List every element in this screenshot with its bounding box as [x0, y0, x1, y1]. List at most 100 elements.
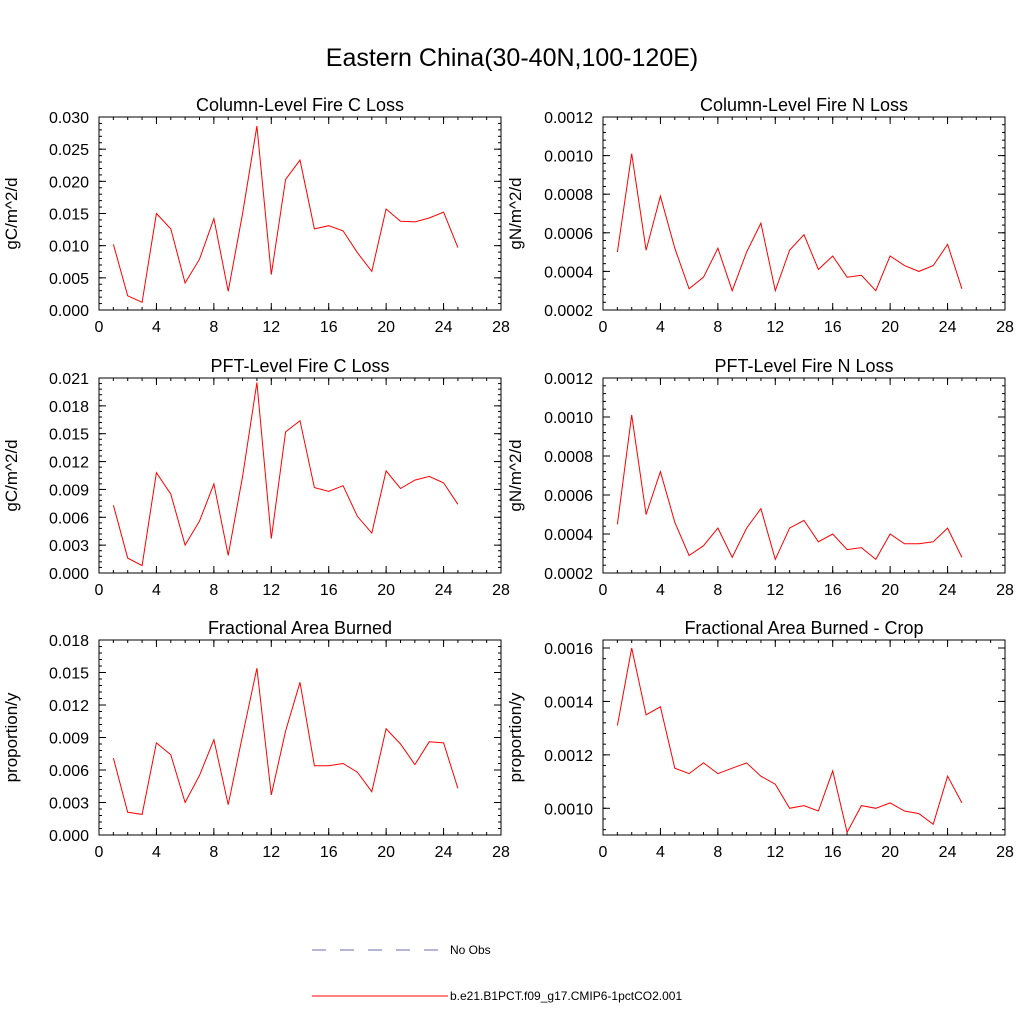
panel-title: Fractional Area Burned - Crop — [684, 618, 923, 638]
y-tick-label: 0.000 — [49, 303, 89, 320]
y-tick-label: 0.0002 — [544, 566, 593, 583]
y-tick-label: 0.018 — [49, 399, 89, 416]
plot-frame — [98, 377, 502, 574]
x-tick-label: 12 — [766, 319, 784, 336]
y-axis-label: gC/m^2/d — [2, 439, 21, 511]
x-tick-label: 12 — [262, 582, 280, 599]
x-tick-label: 4 — [152, 844, 161, 861]
x-tick-label: 16 — [320, 319, 338, 336]
x-tick-label: 20 — [377, 844, 395, 861]
y-tick-label: 0.005 — [49, 271, 89, 288]
x-tick-label: 20 — [881, 319, 899, 336]
x-tick-label: 28 — [996, 844, 1014, 861]
x-tick-label: 24 — [435, 319, 453, 336]
panels: Column-Level Fire C Loss 0 4 8 12 16 20 24 28 0.0… — [2, 95, 1014, 861]
x-tick-label: 0 — [599, 319, 608, 336]
panel-title: Column-Level Fire N Loss — [700, 95, 908, 115]
x-tick-label: 8 — [713, 319, 722, 336]
x-tick-label: 24 — [939, 844, 957, 861]
series-line-1 — [112, 382, 459, 567]
x-tick-label: 12 — [262, 844, 280, 861]
x-tick-label: 20 — [881, 582, 899, 599]
y-tick-label: 0.012 — [49, 698, 89, 715]
y-tick-label: 0.003 — [49, 796, 89, 813]
y-tick-label: 0.0006 — [544, 488, 593, 505]
y-tick-label: 0.012 — [49, 455, 89, 472]
y-tick-label: 0.009 — [49, 482, 89, 499]
panel-4: PFT-Level Fire N Loss 0 4 8 12 16 20 24 28 0.0002… — [506, 356, 1014, 599]
y-tick-label: 0.015 — [49, 666, 89, 683]
y-tick-label: 0.0004 — [544, 264, 593, 281]
y-tick-label: 0.0002 — [544, 303, 593, 320]
y-tick-label: 0.0010 — [544, 149, 593, 166]
x-tick-label: 8 — [209, 319, 218, 336]
plot-frame — [98, 639, 502, 836]
y-tick-label: 0.015 — [49, 207, 89, 224]
x-tick-label: 24 — [435, 844, 453, 861]
y-axis-label: proportion/y — [506, 692, 525, 782]
y-tick-label: 0.010 — [49, 239, 89, 256]
y-tick-label: 0.0012 — [544, 371, 593, 388]
x-tick-label: 16 — [824, 844, 842, 861]
x-tick-label: 24 — [939, 582, 957, 599]
main-title: Eastern China(30-40N,100-120E) — [326, 44, 698, 72]
y-tick-label: 0.0008 — [544, 449, 593, 466]
x-tick-label: 28 — [492, 319, 510, 336]
x-tick-label: 24 — [435, 582, 453, 599]
series-line-1 — [616, 414, 963, 561]
panel-title: Fractional Area Burned — [208, 618, 392, 638]
legend-label-model: b.e21.B1PCT.f09_g17.CMIP6-1pctCO2.001 — [450, 989, 682, 1003]
x-tick-label: 16 — [824, 319, 842, 336]
y-tick-label: 0.0010 — [544, 801, 593, 818]
panel-6: Fractional Area Burned - Crop 0 4 8 12 16 20 24… — [506, 618, 1014, 861]
y-tick-label: 0.000 — [49, 566, 89, 583]
x-tick-label: 0 — [95, 319, 104, 336]
x-tick-label: 8 — [209, 844, 218, 861]
x-tick-label: 24 — [939, 319, 957, 336]
y-tick-label: 0.003 — [49, 538, 89, 555]
x-tick-label: 20 — [881, 844, 899, 861]
x-tick-label: 4 — [152, 319, 161, 336]
series-line-1 — [112, 125, 459, 304]
y-tick-label: 0.006 — [49, 763, 89, 780]
x-tick-label: 0 — [599, 582, 608, 599]
x-tick-label: 8 — [713, 844, 722, 861]
y-tick-label: 0.000 — [49, 828, 89, 845]
x-tick-label: 28 — [492, 582, 510, 599]
series-line-1 — [616, 153, 963, 293]
legend-label-no-obs: No Obs — [450, 943, 491, 957]
series-line-1 — [112, 668, 459, 815]
legend: No Obs b.e21.B1PCT.f09_g17.CMIP6-1pctCO2… — [312, 943, 682, 1003]
y-tick-label: 0.0014 — [544, 694, 593, 711]
y-tick-label: 0.0006 — [544, 226, 593, 243]
panel-title: PFT-Level Fire N Loss — [714, 356, 893, 376]
x-tick-label: 4 — [656, 844, 665, 861]
x-tick-label: 0 — [95, 582, 104, 599]
panel-3: PFT-Level Fire C Loss 0 4 8 12 16 20 24 28 0.000 0… — [2, 356, 510, 599]
y-tick-label: 0.0004 — [544, 527, 593, 544]
x-tick-label: 20 — [377, 319, 395, 336]
y-tick-label: 0.0012 — [544, 110, 593, 127]
plot-frame — [602, 377, 1006, 574]
y-tick-label: 0.025 — [49, 142, 89, 159]
x-tick-label: 16 — [320, 844, 338, 861]
y-axis-label: gN/m^2/d — [506, 177, 525, 249]
y-tick-label: 0.018 — [49, 633, 89, 650]
y-tick-label: 0.030 — [49, 110, 89, 127]
x-tick-label: 28 — [996, 582, 1014, 599]
plot-frame — [602, 116, 1006, 311]
y-tick-label: 0.020 — [49, 174, 89, 191]
series-line-1 — [616, 647, 963, 834]
x-tick-label: 0 — [95, 844, 104, 861]
y-tick-label: 0.0012 — [544, 748, 593, 765]
y-axis-label: gC/m^2/d — [2, 177, 21, 249]
y-tick-label: 0.021 — [49, 371, 89, 388]
panel-2: Column-Level Fire N Loss 0 4 8 12 16 20 24 28 0.0… — [506, 95, 1014, 336]
x-tick-label: 8 — [713, 582, 722, 599]
x-tick-label: 12 — [766, 844, 784, 861]
x-tick-label: 4 — [152, 582, 161, 599]
y-tick-label: 0.006 — [49, 510, 89, 527]
panel-1: Column-Level Fire C Loss 0 4 8 12 16 20 24 28 0.0… — [2, 95, 510, 336]
y-tick-label: 0.009 — [49, 731, 89, 748]
